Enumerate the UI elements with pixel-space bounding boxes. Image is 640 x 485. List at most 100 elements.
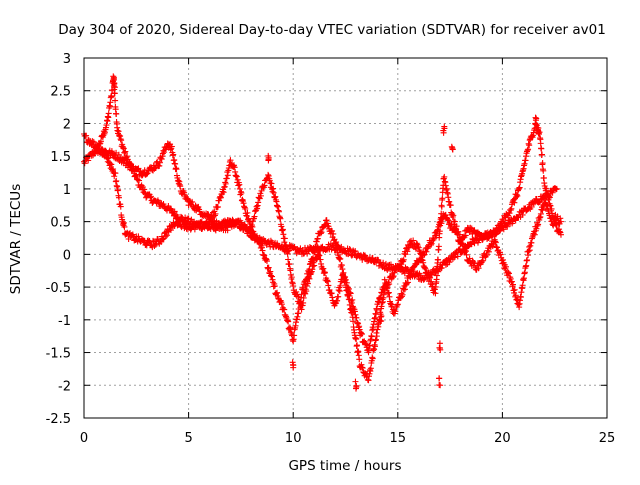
data-point [368,333,375,340]
data-point [511,199,518,206]
data-point [330,230,337,237]
data-point [112,97,119,104]
data-point [127,162,134,169]
data-point [97,138,104,145]
data-point [545,207,552,214]
data-point [549,189,556,196]
data-point [534,222,541,229]
data-point [413,240,420,247]
data-point [392,308,399,315]
data-point [389,274,396,281]
data-point [234,176,241,183]
x-tick-label: 25 [599,431,616,446]
data-point [424,270,431,277]
data-point [362,340,369,347]
data-point [241,203,248,210]
data-point [304,274,311,281]
data-point [352,378,359,385]
data-point [147,193,154,200]
data-point [387,261,394,268]
data-point [137,168,144,175]
data-point [535,127,542,134]
data-point [339,266,346,273]
data-point [372,343,379,350]
data-point [533,195,540,202]
data-point [543,185,550,192]
data-point [214,203,221,210]
data-point [274,289,281,296]
data-point [281,306,288,313]
data-point [111,173,118,180]
data-point [291,332,298,339]
data-point [433,232,440,239]
data-point [441,123,448,130]
data-point [454,231,461,238]
data-point [463,251,470,258]
data-point [161,204,168,211]
data-point [342,273,349,280]
data-point [432,290,439,297]
data-point [170,151,177,158]
data-point [405,244,412,251]
data-point [277,215,284,222]
data-point [151,243,158,250]
data-point [439,195,446,202]
data-point [328,290,335,297]
data-point [133,173,140,180]
data-point [435,243,442,250]
data-point [544,190,551,197]
data-point [122,156,129,163]
data-point [244,209,251,216]
data-point [532,114,539,121]
data-point [384,285,391,292]
data-point [449,146,456,153]
data-point [372,336,379,343]
data-point [494,228,501,235]
data-point [115,187,122,194]
data-point [436,375,443,382]
y-tick-label: -2 [58,379,71,394]
data-point [435,256,442,263]
data-point [242,205,249,212]
data-point [547,215,554,222]
data-point [326,286,333,293]
data-point [156,159,163,166]
data-point [305,269,312,276]
data-point [167,227,174,234]
data-point [434,226,441,233]
data-point [458,236,465,243]
data-point [514,192,521,199]
data-point [323,217,330,224]
data-point [378,289,385,296]
data-point [536,214,543,221]
data-point [433,272,440,279]
x-tick-label: 0 [80,431,88,446]
data-point [81,160,88,167]
data-point [356,356,363,363]
data-point [500,217,507,224]
data-point [189,198,196,205]
data-point [390,273,397,280]
data-point [289,336,296,343]
y-tick-label: -1 [58,314,71,329]
data-point [391,269,398,276]
data-point [346,246,353,253]
data-point [507,275,514,282]
data-point [321,269,328,276]
data-point [173,166,180,173]
data-point [184,220,191,227]
data-point [289,359,296,366]
data-point [267,272,274,279]
data-point [423,248,430,255]
data-point [499,256,506,263]
data-point [494,244,501,251]
data-point [429,281,436,288]
data-point [404,279,411,286]
data-point [492,238,499,245]
data-point [259,247,266,254]
y-tick-label: 2.5 [50,85,71,100]
data-point [300,286,307,293]
data-point [431,235,438,242]
data-point [427,241,434,248]
